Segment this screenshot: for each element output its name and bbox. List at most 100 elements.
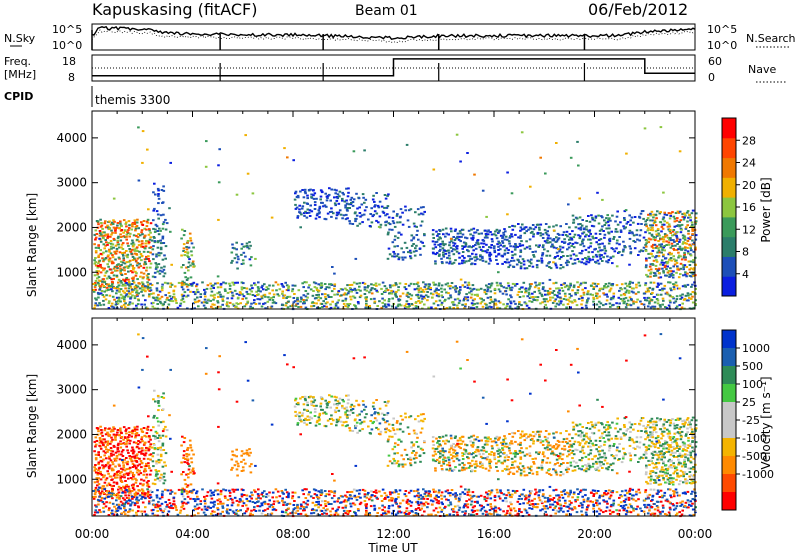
power-cell <box>450 240 453 243</box>
velocity-cell <box>159 459 163 462</box>
power-cell <box>122 231 125 234</box>
power-cell <box>661 267 664 270</box>
power-cell <box>608 302 612 305</box>
power-cell <box>431 233 435 236</box>
power-cell <box>131 255 135 258</box>
power-cell <box>99 304 102 307</box>
power-cell <box>93 259 96 262</box>
velocity-cell <box>448 467 452 470</box>
velocity-cell <box>125 432 128 435</box>
velocity-cell <box>471 445 475 448</box>
power-cell <box>94 229 98 232</box>
power-cell <box>484 234 488 237</box>
power-cell <box>216 282 220 285</box>
power-cell <box>181 297 185 300</box>
power-cell <box>582 291 586 294</box>
velocity-cell <box>107 461 110 464</box>
power-cell <box>304 306 308 309</box>
power-cell <box>692 243 695 245</box>
power-cell <box>372 194 375 197</box>
power-cell <box>306 296 309 299</box>
velocity-cell <box>554 469 557 472</box>
power-cell <box>317 289 321 292</box>
power-cell <box>506 238 509 241</box>
power-cell <box>690 212 694 215</box>
power-cell <box>177 281 181 284</box>
velocity-cell <box>129 477 133 479</box>
power-cell <box>105 241 108 244</box>
power-cell <box>528 293 531 296</box>
power-cell <box>588 220 592 223</box>
nave-tick-top: 60 <box>708 55 722 68</box>
velocity-cell <box>388 430 392 433</box>
power-cell <box>414 247 417 250</box>
velocity-cell <box>190 491 194 494</box>
power-cell <box>257 289 260 292</box>
power-cell <box>431 251 435 254</box>
velocity-cell <box>415 451 418 454</box>
power-cell <box>556 238 560 241</box>
velocity-cell <box>344 413 347 416</box>
power-cell <box>578 237 582 240</box>
power-cell <box>653 305 657 308</box>
power-cell <box>144 290 147 293</box>
power-cell <box>321 293 324 296</box>
power-cell <box>387 231 390 234</box>
power-cell <box>657 272 661 275</box>
nsky-tick-bottom: 10^0 <box>52 39 82 52</box>
velocity-cell <box>393 459 396 462</box>
velocity-cell <box>233 454 236 457</box>
power-cell <box>172 293 176 296</box>
velocity-cell <box>151 446 154 449</box>
power-cell <box>335 214 339 217</box>
power-cell <box>453 248 457 251</box>
power-cell <box>391 297 394 300</box>
velocity-cell <box>555 443 558 446</box>
velocity-cell <box>568 445 571 448</box>
power-cell <box>466 152 469 154</box>
velocity-cell <box>354 418 357 421</box>
power-cell <box>178 304 182 307</box>
power-cell <box>105 277 109 280</box>
velocity-cell <box>346 424 349 427</box>
power-cell <box>407 284 411 287</box>
velocity-cell <box>419 447 423 450</box>
power-cell <box>297 196 300 199</box>
power-cell <box>212 284 215 287</box>
velocity-cell <box>101 464 104 467</box>
power-cell <box>673 240 676 243</box>
velocity-cell <box>571 421 575 424</box>
power-cell <box>368 225 372 227</box>
velocity-cell <box>122 464 125 467</box>
velocity-cell <box>95 477 99 480</box>
power-cell <box>154 193 157 196</box>
velocity-cell <box>584 470 588 473</box>
power-cell <box>146 148 149 151</box>
velocity-cell <box>455 454 459 457</box>
power-cell <box>552 246 556 249</box>
power-cell <box>619 294 623 297</box>
power-cell <box>129 285 133 288</box>
power-cell <box>578 197 581 200</box>
power-cell <box>594 237 598 239</box>
power-cell <box>655 255 658 257</box>
power-cell <box>598 305 601 308</box>
velocity-cell <box>125 496 129 499</box>
power-cell <box>240 247 243 250</box>
velocity-cell <box>457 442 461 445</box>
power-cell <box>668 251 671 254</box>
power-cell <box>155 210 159 213</box>
power-cell <box>374 282 378 285</box>
velocity-cell <box>187 473 190 475</box>
power-cell <box>647 241 651 244</box>
power-cell <box>384 224 388 227</box>
power-cell <box>149 236 152 239</box>
power-cell <box>609 305 612 308</box>
velocity-cell <box>108 434 112 437</box>
velocity-cell <box>413 432 417 435</box>
power-cell <box>659 245 663 248</box>
power-cell <box>482 242 486 245</box>
power-cell <box>493 233 496 236</box>
power-cell <box>464 236 467 239</box>
power-cell <box>601 242 604 245</box>
